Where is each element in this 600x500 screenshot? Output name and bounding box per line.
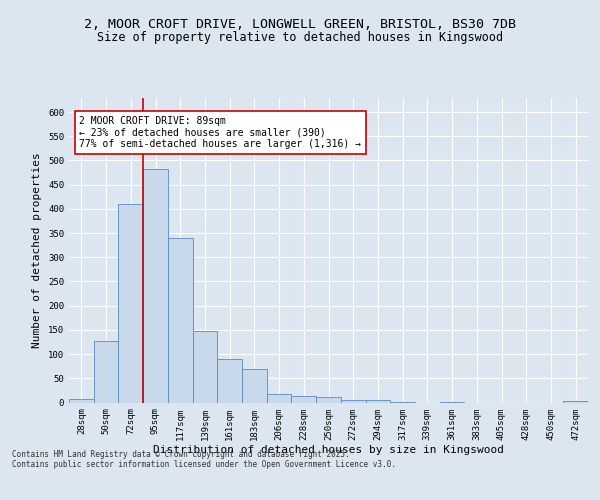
Bar [316,396,341,402]
Bar [365,400,390,402]
Bar [267,394,292,402]
Bar [242,368,267,402]
Text: Contains HM Land Registry data © Crown copyright and database right 2025.
Contai: Contains HM Land Registry data © Crown c… [12,450,396,469]
Y-axis label: Number of detached properties: Number of detached properties [32,152,43,348]
Bar [69,399,94,402]
Text: 2, MOOR CROFT DRIVE, LONGWELL GREEN, BRISTOL, BS30 7DB: 2, MOOR CROFT DRIVE, LONGWELL GREEN, BRI… [84,18,516,30]
Bar [341,400,365,402]
Bar [292,396,316,402]
Bar [143,168,168,402]
Text: 2 MOOR CROFT DRIVE: 89sqm
← 23% of detached houses are smaller (390)
77% of semi: 2 MOOR CROFT DRIVE: 89sqm ← 23% of detac… [79,116,361,149]
Bar [168,238,193,402]
Bar [94,341,118,402]
Text: Size of property relative to detached houses in Kingswood: Size of property relative to detached ho… [97,31,503,44]
Bar [563,401,588,402]
Bar [193,331,217,402]
Bar [217,359,242,403]
X-axis label: Distribution of detached houses by size in Kingswood: Distribution of detached houses by size … [153,445,504,455]
Bar [118,204,143,402]
